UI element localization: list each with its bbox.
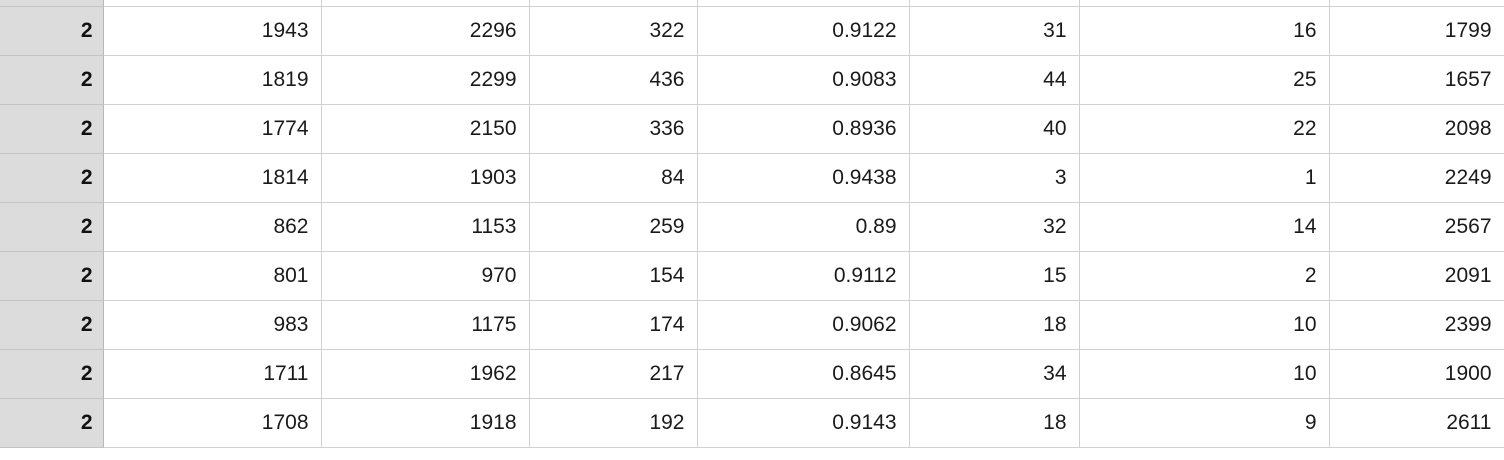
row-header[interactable]: 2 [0, 153, 104, 203]
table-cell[interactable] [697, 0, 910, 7]
row-header[interactable]: 2 [0, 349, 104, 399]
table-cell[interactable]: 34 [909, 349, 1080, 399]
table-cell[interactable]: 2399 [1329, 300, 1504, 350]
table-cell[interactable]: 2 [1079, 251, 1330, 301]
table-cell[interactable]: 1799 [1329, 6, 1504, 56]
table-cell[interactable]: 1657 [1329, 55, 1504, 105]
table-cell[interactable]: 436 [529, 55, 698, 105]
data-table: 2 1943 2296 322 0.9122 31 16 1799 2 1819 2299 436 0.… [0, 0, 1504, 448]
table-cell[interactable]: 983 [103, 300, 322, 350]
table-row: 2 801 970 154 0.9112 15 2 2091 [0, 251, 1504, 301]
table-cell[interactable]: 16 [1079, 6, 1330, 56]
table-cell[interactable]: 0.9438 [697, 153, 910, 203]
table-cell[interactable]: 1175 [321, 300, 530, 350]
table-cell[interactable]: 801 [103, 251, 322, 301]
table-cell[interactable]: 14 [1079, 202, 1330, 252]
table-cell[interactable]: 336 [529, 104, 698, 154]
table-cell[interactable]: 0.8936 [697, 104, 910, 154]
table-cell[interactable]: 2249 [1329, 153, 1504, 203]
table-row: 2 862 1153 259 0.89 32 14 2567 [0, 202, 1504, 252]
table-cell[interactable]: 217 [529, 349, 698, 399]
row-header[interactable]: 2 [0, 202, 104, 252]
table-cell[interactable]: 1708 [103, 398, 322, 448]
table-cell[interactable]: 0.9083 [697, 55, 910, 105]
table-cell[interactable] [321, 0, 530, 7]
table-cell[interactable]: 2150 [321, 104, 530, 154]
table-cell[interactable]: 1962 [321, 349, 530, 399]
table-cell[interactable]: 18 [909, 398, 1080, 448]
table-cell[interactable]: 0.9112 [697, 251, 910, 301]
table-cell[interactable]: 862 [103, 202, 322, 252]
table-cell[interactable]: 2567 [1329, 202, 1504, 252]
table-cell[interactable]: 84 [529, 153, 698, 203]
table-cell[interactable]: 0.89 [697, 202, 910, 252]
table-cell[interactable]: 0.8645 [697, 349, 910, 399]
table-cell[interactable]: 18 [909, 300, 1080, 350]
table-cell[interactable]: 322 [529, 6, 698, 56]
table-cell[interactable]: 174 [529, 300, 698, 350]
table-row: 2 1708 1918 192 0.9143 18 9 2611 [0, 398, 1504, 448]
table-cell[interactable]: 192 [529, 398, 698, 448]
table-cell[interactable] [529, 0, 698, 7]
table-cell[interactable]: 22 [1079, 104, 1330, 154]
table-cell[interactable]: 0.9143 [697, 398, 910, 448]
table-cell[interactable]: 32 [909, 202, 1080, 252]
table-body: 2 1943 2296 322 0.9122 31 16 1799 2 1819 2299 436 0.… [0, 0, 1504, 448]
table-row [0, 0, 1504, 7]
table-cell[interactable]: 15 [909, 251, 1080, 301]
table-cell[interactable]: 40 [909, 104, 1080, 154]
table-cell[interactable] [909, 0, 1080, 7]
table-cell[interactable]: 3 [909, 153, 1080, 203]
table-cell[interactable]: 2296 [321, 6, 530, 56]
table-cell[interactable]: 10 [1079, 349, 1330, 399]
table-row: 2 1711 1962 217 0.8645 34 10 1900 [0, 349, 1504, 399]
table-cell[interactable]: 970 [321, 251, 530, 301]
table-cell[interactable]: 31 [909, 6, 1080, 56]
table-cell[interactable]: 1903 [321, 153, 530, 203]
table-cell[interactable]: 0.9062 [697, 300, 910, 350]
table-cell[interactable]: 2098 [1329, 104, 1504, 154]
table-cell[interactable]: 1711 [103, 349, 322, 399]
table-cell[interactable]: 2299 [321, 55, 530, 105]
table-cell[interactable]: 259 [529, 202, 698, 252]
table-cell[interactable]: 1153 [321, 202, 530, 252]
row-header[interactable]: 2 [0, 55, 104, 105]
row-header[interactable]: 2 [0, 398, 104, 448]
table-cell[interactable] [103, 0, 322, 7]
table-cell[interactable]: 10 [1079, 300, 1330, 350]
table-cell[interactable]: 1900 [1329, 349, 1504, 399]
table-cell[interactable]: 1819 [103, 55, 322, 105]
table-cell[interactable]: 2611 [1329, 398, 1504, 448]
table-row: 2 1819 2299 436 0.9083 44 25 1657 [0, 55, 1504, 105]
table-cell[interactable]: 1814 [103, 153, 322, 203]
table-row: 2 1943 2296 322 0.9122 31 16 1799 [0, 6, 1504, 56]
row-header[interactable]: 2 [0, 104, 104, 154]
table-cell[interactable]: 44 [909, 55, 1080, 105]
table-cell[interactable]: 1 [1079, 153, 1330, 203]
table-cell[interactable]: 25 [1079, 55, 1330, 105]
table-cell[interactable]: 9 [1079, 398, 1330, 448]
table-cell[interactable]: 1943 [103, 6, 322, 56]
table-cell[interactable]: 154 [529, 251, 698, 301]
row-header[interactable]: 2 [0, 251, 104, 301]
table-cell[interactable]: 2091 [1329, 251, 1504, 301]
row-header[interactable]: 2 [0, 300, 104, 350]
table-cell[interactable]: 1774 [103, 104, 322, 154]
table-cell[interactable]: 1918 [321, 398, 530, 448]
row-header[interactable] [0, 0, 104, 7]
table-cell[interactable]: 0.9122 [697, 6, 910, 56]
row-header[interactable]: 2 [0, 6, 104, 56]
table-row: 2 983 1175 174 0.9062 18 10 2399 [0, 300, 1504, 350]
table-row: 2 1774 2150 336 0.8936 40 22 2098 [0, 104, 1504, 154]
table-row: 2 1814 1903 84 0.9438 3 1 2249 [0, 153, 1504, 203]
table-cell[interactable] [1079, 0, 1330, 7]
